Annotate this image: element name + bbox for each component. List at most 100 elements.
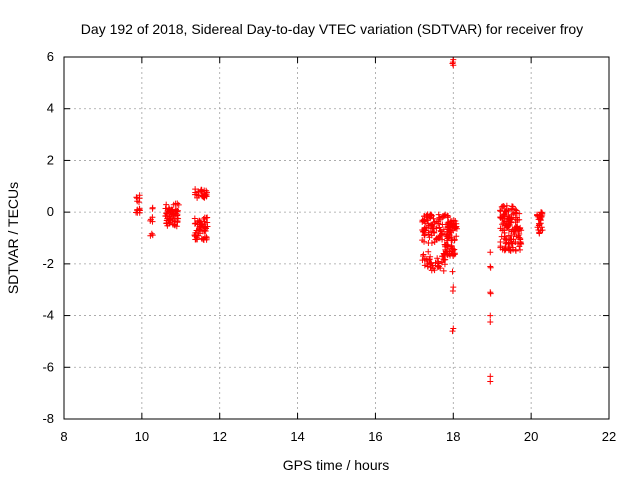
data-point — [196, 223, 203, 230]
data-point — [434, 255, 441, 262]
data-point — [441, 241, 448, 248]
data-point — [431, 267, 438, 274]
y-tick-label: 6 — [47, 49, 54, 64]
data-point — [449, 328, 456, 335]
data-point — [430, 225, 437, 232]
data-point — [170, 201, 177, 208]
data-point — [497, 244, 504, 251]
data-point — [537, 215, 544, 222]
data-point — [450, 325, 457, 332]
data-point — [426, 256, 433, 263]
data-point — [419, 227, 426, 234]
data-point — [162, 205, 169, 212]
data-point — [502, 244, 509, 251]
data-point — [162, 212, 169, 219]
data-point — [201, 228, 208, 235]
data-point — [425, 239, 432, 246]
y-tick-label: 2 — [47, 152, 54, 167]
data-point — [512, 214, 519, 221]
y-tick-label: 4 — [47, 101, 54, 116]
data-point — [421, 232, 428, 239]
data-point — [450, 217, 457, 224]
data-point — [507, 232, 514, 239]
data-point — [518, 227, 525, 234]
data-point — [147, 217, 154, 224]
data-point — [434, 263, 441, 270]
x-tick-label: 10 — [135, 429, 149, 444]
data-point — [133, 194, 140, 201]
data-point — [200, 194, 207, 201]
chart-title: Day 192 of 2018, Sidereal Day-to-day VTE… — [81, 21, 583, 37]
data-point — [500, 203, 507, 210]
data-point — [174, 215, 181, 222]
data-point — [169, 217, 176, 224]
y-tick-label: 0 — [47, 204, 54, 219]
x-tick-label: 12 — [212, 429, 226, 444]
data-point — [170, 210, 177, 217]
y-tick-label: -8 — [42, 411, 54, 426]
data-point — [426, 222, 433, 229]
data-point — [497, 238, 504, 245]
data-point — [515, 232, 522, 239]
data-point — [501, 211, 508, 218]
data-point — [512, 247, 519, 254]
data-point — [513, 210, 520, 217]
data-point — [439, 236, 446, 243]
data-point — [193, 234, 200, 241]
data-point — [505, 220, 512, 227]
data-point — [435, 220, 442, 227]
data-point — [204, 219, 211, 226]
data-point — [420, 213, 427, 220]
data-point — [427, 264, 434, 271]
y-tick-label: -4 — [42, 308, 54, 323]
data-point — [487, 312, 494, 319]
data-point — [487, 378, 494, 385]
data-point — [173, 223, 180, 230]
data-point — [163, 201, 170, 208]
data-point — [535, 227, 542, 234]
data-point — [167, 211, 174, 218]
data-points — [133, 56, 546, 385]
data-point — [203, 193, 210, 200]
data-point — [501, 233, 508, 240]
data-point — [191, 220, 198, 227]
data-point — [508, 218, 515, 225]
data-point — [515, 226, 522, 233]
data-point — [450, 56, 457, 63]
data-point — [451, 237, 458, 244]
data-point — [538, 214, 545, 221]
data-point — [449, 268, 456, 275]
data-point — [487, 319, 494, 326]
data-point — [203, 214, 210, 221]
x-tick-label: 20 — [524, 429, 538, 444]
y-tick-label: -2 — [42, 256, 54, 271]
data-point — [166, 220, 173, 227]
data-point — [447, 220, 454, 227]
x-tick-label: 22 — [602, 429, 616, 444]
data-point — [175, 201, 182, 208]
data-point — [439, 221, 446, 228]
data-point — [200, 215, 207, 222]
plot-frame — [63, 56, 610, 420]
data-point — [203, 235, 210, 242]
data-point — [421, 262, 428, 269]
data-point — [487, 249, 494, 256]
data-point — [441, 251, 448, 258]
data-point — [440, 214, 447, 221]
data-point — [514, 225, 521, 232]
data-point — [508, 228, 515, 235]
data-point — [428, 212, 435, 219]
data-point — [192, 186, 199, 193]
data-point — [498, 203, 505, 210]
data-point — [419, 253, 426, 260]
data-point — [424, 217, 431, 224]
x-tick-label: 8 — [60, 429, 67, 444]
data-point — [426, 261, 433, 268]
data-point — [165, 206, 172, 213]
x-tick-label: 16 — [368, 429, 382, 444]
data-point — [451, 224, 458, 231]
data-point — [487, 290, 494, 297]
data-point — [449, 288, 456, 295]
data-point — [134, 198, 141, 205]
data-point — [503, 207, 510, 214]
